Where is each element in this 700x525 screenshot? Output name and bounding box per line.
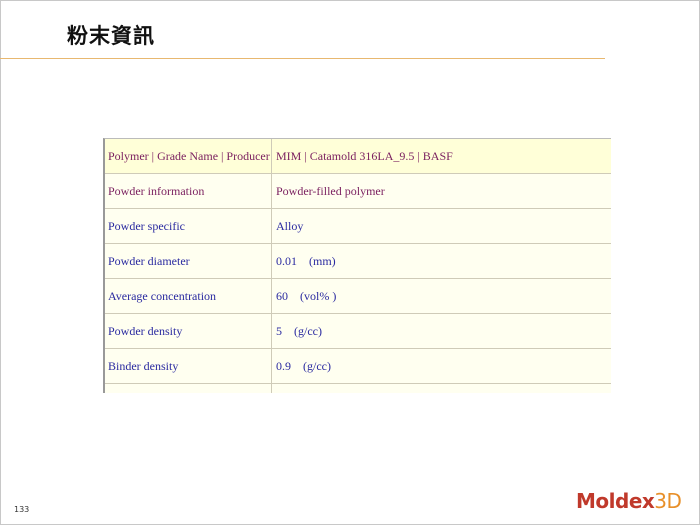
row-value: 60 (vol% ) (276, 288, 337, 303)
table-row (105, 384, 611, 393)
row-value: Alloy (276, 218, 304, 233)
row-value: 0.01 (mm) (276, 253, 336, 268)
row-label: Average concentration (105, 279, 272, 313)
table-row: Powder density 5 (g/cc) (105, 314, 611, 349)
row-value: 5 (g/cc) (276, 323, 322, 338)
logo-accent: 3D (654, 489, 682, 513)
row-label: Polymer | Grade Name | Producer (105, 139, 272, 173)
row-label (105, 384, 272, 393)
logo-main: Moldex (576, 489, 655, 513)
table-row: Polymer | Grade Name | Producer MIM | Cat… (105, 139, 611, 174)
title-divider (0, 58, 605, 59)
row-label: Powder diameter (105, 244, 272, 278)
row-label: Powder specific (105, 209, 272, 243)
page-title: 粉末資訊 (67, 24, 155, 48)
table-row: Average concentration 60 (vol% ) (105, 279, 611, 314)
table-row: Powder information Powder-filled polymer (105, 174, 611, 209)
row-label: Binder density (105, 349, 272, 383)
row-value: 0.9 (g/cc) (276, 358, 331, 373)
table-row: Powder specific Alloy (105, 209, 611, 244)
row-label: Powder information (105, 174, 272, 208)
row-label: Powder density (105, 314, 272, 348)
table-row: Powder diameter 0.01 (mm) (105, 244, 611, 279)
row-value: Powder-filled polymer (276, 183, 385, 198)
row-value: MIM | Catamold 316LA_9.5 | BASF (276, 148, 453, 163)
moldex3d-logo: Moldex3D (576, 489, 682, 513)
page-number: 133 (14, 505, 30, 514)
table-row: Binder density 0.9 (g/cc) (105, 349, 611, 384)
properties-table: Polymer | Grade Name | Producer MIM | Cat… (103, 138, 611, 393)
